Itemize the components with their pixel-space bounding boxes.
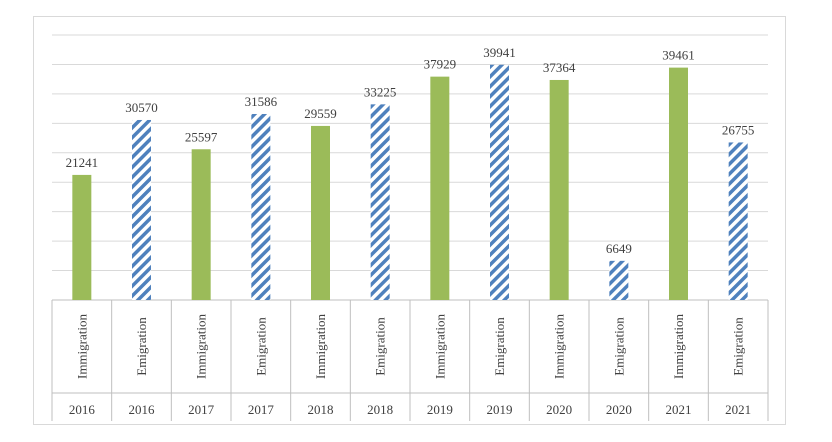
- year-label: 2017: [248, 402, 275, 417]
- category-label: Emigration: [253, 317, 268, 376]
- category-label: Immigration: [194, 314, 209, 379]
- bar-emigration: [609, 260, 629, 300]
- year-label: 2017: [188, 402, 215, 417]
- data-label: 25597: [185, 129, 218, 144]
- category-label: Immigration: [552, 314, 567, 379]
- category-label: Emigration: [373, 317, 388, 376]
- data-label: 31586: [245, 94, 278, 109]
- category-label: Emigration: [134, 317, 149, 376]
- data-label: 37364: [543, 60, 576, 75]
- bar-immigration: [311, 125, 330, 301]
- category-label: Immigration: [74, 314, 89, 379]
- year-label: 2016: [129, 402, 156, 417]
- bar-emigration: [251, 113, 271, 300]
- data-label: 26755: [722, 122, 755, 137]
- data-label: 21241: [66, 155, 99, 170]
- category-label: Immigration: [313, 314, 328, 379]
- year-label: 2018: [367, 402, 393, 417]
- category-label: Emigration: [611, 317, 626, 376]
- year-label: 2018: [308, 402, 334, 417]
- data-label: 37929: [424, 57, 457, 72]
- bar-immigration: [669, 67, 688, 300]
- data-label: 6649: [606, 241, 632, 256]
- bar-emigration: [490, 64, 509, 300]
- bar-emigration: [370, 104, 390, 300]
- bar-immigration: [549, 79, 569, 300]
- year-label: 2020: [546, 402, 572, 417]
- category-label: Immigration: [432, 314, 447, 379]
- year-label: 2020: [606, 402, 632, 417]
- year-label: 2019: [427, 402, 453, 417]
- category-label: Immigration: [671, 314, 686, 379]
- bar-immigration: [430, 76, 450, 300]
- bar-emigration: [132, 119, 151, 300]
- bar-immigration: [72, 174, 92, 300]
- year-label: 2021: [666, 402, 692, 417]
- category-label: Emigration: [731, 317, 746, 376]
- year-label: 2016: [69, 402, 96, 417]
- data-label: 33225: [364, 84, 397, 99]
- data-label: 30570: [125, 100, 158, 115]
- year-label: 2021: [725, 402, 751, 417]
- category-label: Emigration: [492, 317, 507, 376]
- data-label: 39461: [662, 48, 695, 63]
- year-label: 2019: [487, 402, 513, 417]
- bar-immigration: [191, 149, 211, 300]
- data-label: 39941: [483, 45, 516, 60]
- data-label: 29559: [304, 106, 337, 121]
- bar-emigration: [728, 142, 748, 300]
